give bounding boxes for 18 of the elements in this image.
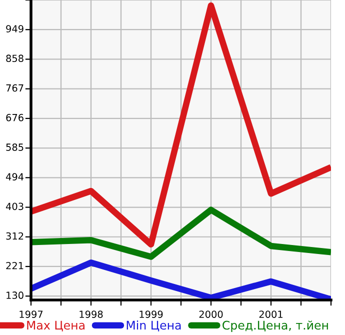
y-tick-label: 221 bbox=[6, 262, 24, 270]
y-tick-label: 767 bbox=[6, 84, 24, 92]
y-tick-label: 312 bbox=[6, 232, 24, 240]
legend-label: Сред.Цена, т.йен bbox=[222, 320, 328, 332]
y-tick-label: 858 bbox=[6, 54, 24, 62]
y-tick-label: 585 bbox=[6, 144, 24, 151]
y-tick-label: 403 bbox=[6, 202, 24, 210]
x-tick-label: 1997 bbox=[20, 310, 43, 318]
x-tick-label: 2001 bbox=[259, 310, 282, 318]
x-tick-label: 1999 bbox=[140, 310, 163, 318]
x-tick-label: 2000 bbox=[199, 310, 223, 318]
legend-label: Max Цена bbox=[27, 320, 84, 332]
x-tick-label: 1998 bbox=[80, 310, 103, 318]
y-tick-label: 949 bbox=[6, 25, 24, 32]
y-tick-label: 494 bbox=[6, 173, 24, 180]
legend-label: Min Цена bbox=[126, 320, 181, 332]
y-tick-label: 130 bbox=[6, 292, 24, 299]
y-tick-label: 676 bbox=[6, 114, 24, 122]
